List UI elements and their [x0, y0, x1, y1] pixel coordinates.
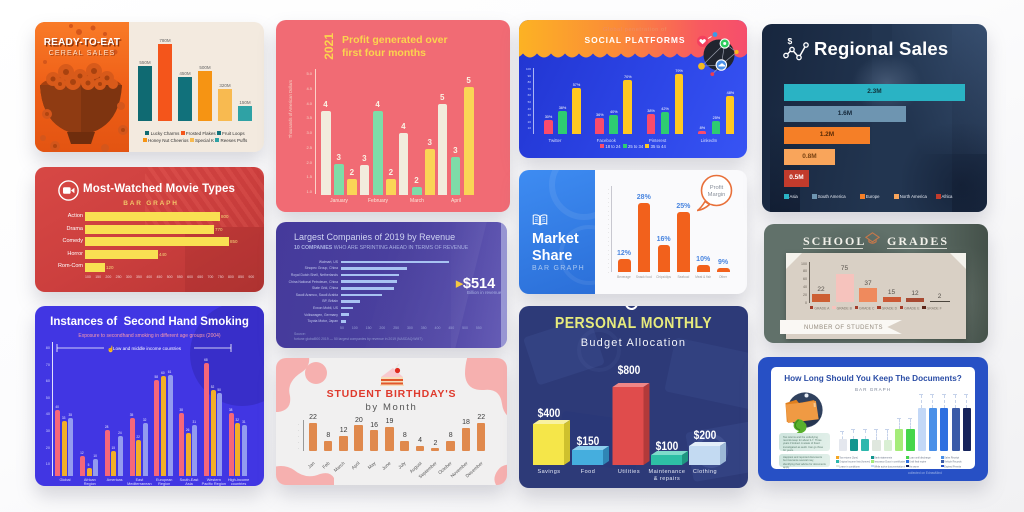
svg-text:Profit: Profit — [710, 185, 724, 191]
svg-text:Margin: Margin — [708, 192, 726, 198]
svg-text:☝: ☝ — [107, 345, 114, 353]
svg-text:Low and middle income countrie: Low and middle income countries — [113, 346, 182, 351]
svg-text:$: $ — [788, 36, 793, 46]
